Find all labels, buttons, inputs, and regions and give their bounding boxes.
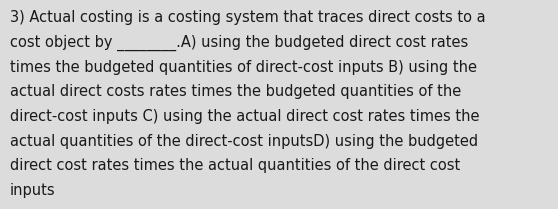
Text: cost object by ________.A) using the budgeted direct cost rates: cost object by ________.A) using the bud… — [10, 35, 468, 51]
Text: actual direct costs rates times the budgeted quantities of the: actual direct costs rates times the budg… — [10, 84, 461, 99]
Text: times the budgeted quantities of direct-cost inputs B) using the: times the budgeted quantities of direct-… — [10, 60, 477, 75]
Text: 3) Actual costing is a costing system that traces direct costs to a: 3) Actual costing is a costing system th… — [10, 10, 485, 25]
Text: direct cost rates times the actual quantities of the direct cost: direct cost rates times the actual quant… — [10, 158, 460, 173]
Text: inputs: inputs — [10, 183, 56, 198]
Text: direct-cost inputs C) using the actual direct cost rates times the: direct-cost inputs C) using the actual d… — [10, 109, 479, 124]
Text: actual quantities of the direct-cost inputsD) using the budgeted: actual quantities of the direct-cost inp… — [10, 134, 478, 149]
